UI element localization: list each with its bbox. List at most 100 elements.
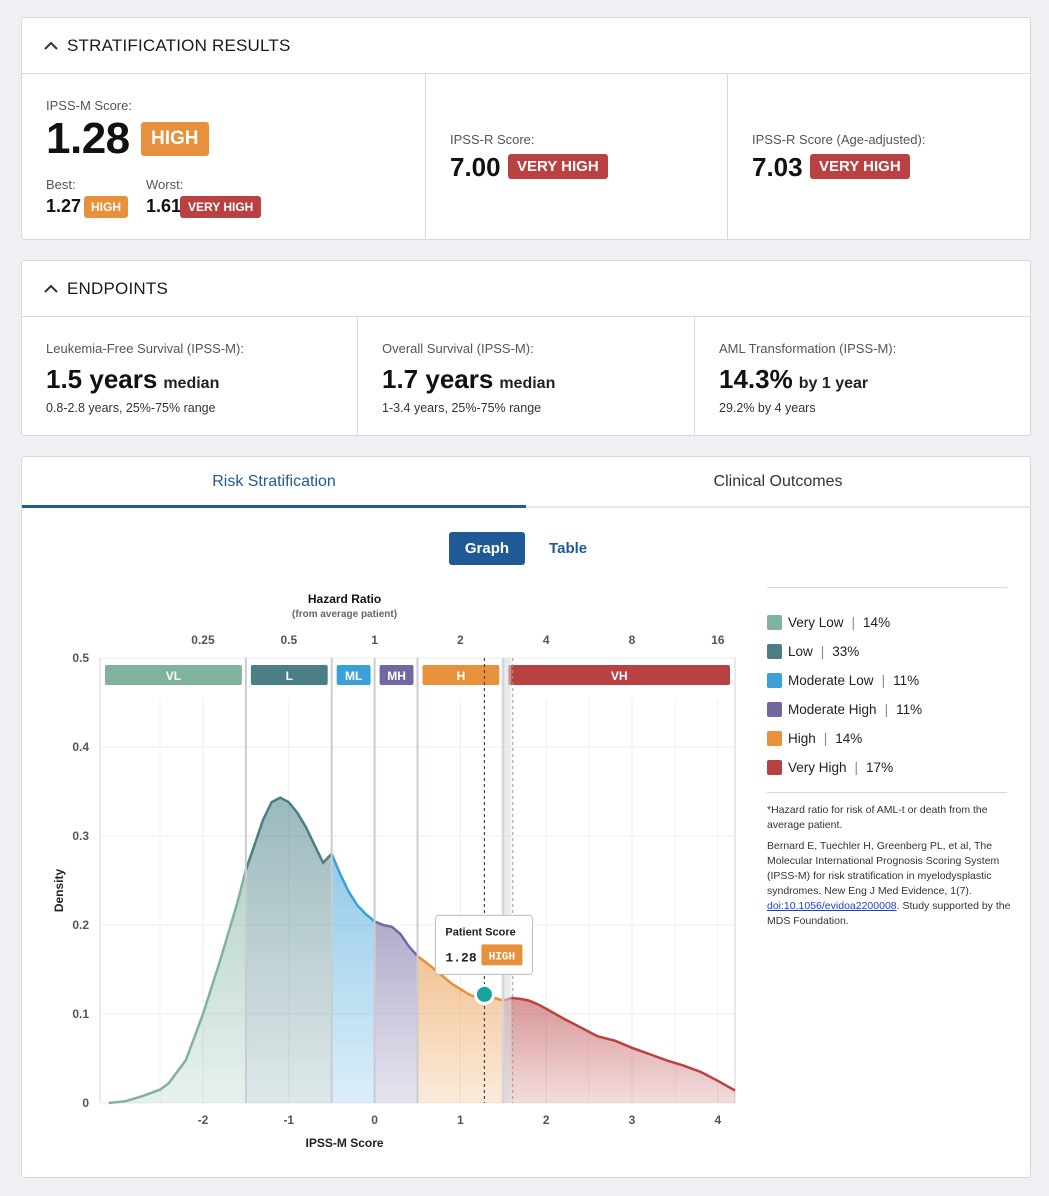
legend-item: Low | 33% <box>767 637 1007 666</box>
ipssm-panel: IPSS-M Score: 1.28 HIGH Best: 1.27 HIGH … <box>22 74 426 240</box>
legend-separator: | <box>854 760 859 775</box>
worst-label: Worst: <box>146 177 184 192</box>
table-view-button[interactable]: Table <box>549 540 588 557</box>
density-line-ml <box>330 853 376 923</box>
patient-tooltip-title: Patient Score <box>445 926 515 938</box>
legend-item: Moderate Low | 11% <box>767 666 1007 695</box>
density-line-vh <box>502 996 736 1092</box>
density-line-vl <box>108 869 248 1105</box>
legend-separator: | <box>851 615 856 630</box>
legend-swatch <box>767 760 782 775</box>
endpoint-range: 29.2% by 4 years <box>719 401 816 415</box>
legend-percent: 14% <box>863 615 891 630</box>
endpoint-lfs: Leukemia-Free Survival (IPSS-M): 1.5 yea… <box>22 317 358 436</box>
hazard-tick-label: 8 <box>629 633 636 647</box>
worst-category-badge: VERY HIGH <box>180 196 262 218</box>
hazard-tick-label: 16 <box>711 633 725 647</box>
chart-subtitle: (from average patient) <box>292 609 397 620</box>
category-bar-mh <box>379 665 414 685</box>
x-tick-label: -2 <box>198 1113 209 1127</box>
legend-label: High <box>788 731 816 746</box>
endpoint-range: 1-3.4 years, 25%-75% range <box>382 401 542 415</box>
chevron-up-icon <box>42 37 60 55</box>
tab-clinical-outcomes[interactable]: Clinical Outcomes <box>713 472 843 490</box>
patient-tooltip-badge-label: HIGH <box>489 951 515 963</box>
doi-link[interactable]: doi:10.1056/evidoa2200008 <box>767 900 897 912</box>
graph-view-button[interactable]: Graph <box>448 532 526 565</box>
legend-label: Very High <box>788 760 847 775</box>
density-area-ml <box>331 853 375 1103</box>
endpoint-label: AML Transformation (IPSS-M): <box>719 341 897 356</box>
category-bar-label: VL <box>166 669 181 683</box>
ipssm-score: 1.28 <box>46 114 130 163</box>
support-note: . Study supported by the MDS Foundation. <box>767 900 1011 927</box>
citation-text: Bernard E, Tuechler H, Greenberg PL, et … <box>767 840 1000 897</box>
chevron-up-icon <box>42 280 60 298</box>
endpoints-header[interactable]: ENDPOINTS <box>22 261 1030 317</box>
category-bar-h <box>422 665 500 685</box>
x-tick-label: 4 <box>714 1113 721 1127</box>
category-bar-label: H <box>457 669 466 683</box>
legend-swatch <box>767 731 782 746</box>
hazard-note: *Hazard ratio for risk of AML-t or death… <box>767 804 988 831</box>
y-tick-label: 0.5 <box>72 651 89 665</box>
x-axis-label: IPSS-M Score <box>306 1136 384 1150</box>
endpoint-label: Leukemia-Free Survival (IPSS-M): <box>46 341 244 356</box>
endpoint-value: 14.3% <box>719 364 793 394</box>
ipssr-age-panel: IPSS-R Score (Age-adjusted): 7.03 VERY H… <box>728 74 1030 240</box>
endpoint-os: Overall Survival (IPSS-M): 1.7 years medi… <box>358 317 695 436</box>
hazard-tick-label: 4 <box>543 633 550 647</box>
legend-item: Moderate High | 11% <box>767 695 1007 724</box>
legend-percent: 14% <box>835 731 863 746</box>
x-tick-label: 1 <box>457 1113 464 1127</box>
endpoint-unit: median <box>163 375 220 392</box>
chart-title: Hazard Ratio <box>308 592 381 606</box>
hazard-tick-label: 2 <box>457 633 464 647</box>
tab-risk-stratification[interactable]: Risk Stratification <box>22 457 526 508</box>
y-tick-label: 0.4 <box>72 740 89 754</box>
endpoint-value: 1.5 years <box>46 364 158 394</box>
legend-percent: 11% <box>893 673 920 688</box>
y-tick-label: 0.1 <box>72 1007 89 1021</box>
risk-legend: Very Low | 14% Low | 33% Moderate Low | 11% Moder… <box>767 587 1007 793</box>
category-bar-vh <box>508 665 730 685</box>
density-area-vl <box>108 869 246 1103</box>
ipssr-age-category-badge: VERY HIGH <box>810 154 910 179</box>
legend-separator: | <box>884 702 889 717</box>
category-bar-l <box>250 665 328 685</box>
stratification-header[interactable]: STRATIFICATION RESULTS <box>22 18 1030 74</box>
endpoint-range: 0.8-2.8 years, 25%-75% range <box>46 401 216 415</box>
best-category-badge: HIGH <box>84 196 128 218</box>
x-tick-label: 2 <box>543 1113 550 1127</box>
category-bar-label: ML <box>345 669 362 683</box>
ipssr-panel: IPSS-R Score: 7.00 VERY HIGH <box>426 74 728 240</box>
y-axis-label: Density <box>52 869 66 913</box>
legend-separator: | <box>881 673 886 688</box>
density-area-l <box>245 797 332 1103</box>
density-area-h <box>417 956 504 1103</box>
tab-bar: Risk Stratification Clinical Outcomes <box>22 457 1030 508</box>
legend-percent: 11% <box>896 702 923 717</box>
worst-score: 1.61 <box>146 196 182 216</box>
endpoints-title: ENDPOINTS <box>67 278 168 298</box>
ipssm-label: IPSS-M Score: <box>46 98 132 113</box>
density-chart: VL L ML MH H VH Patient Score 1.28 HIGH 0 0.1 0.2 0.… <box>52 592 736 1150</box>
best-score: 1.27 <box>46 196 82 216</box>
endpoint-unit: median <box>499 375 556 392</box>
patient-score-dot <box>473 983 495 1005</box>
legend-label: Moderate Low <box>788 673 874 688</box>
category-bar-vl <box>105 665 242 685</box>
x-tick-label: 0 <box>371 1113 378 1127</box>
legend-label: Moderate High <box>788 702 877 717</box>
endpoint-label: Overall Survival (IPSS-M): <box>382 341 534 356</box>
patient-tooltip-score: 1.28 <box>445 950 476 965</box>
category-bar-label: L <box>286 669 293 683</box>
legend-separator: | <box>820 644 825 659</box>
hazard-tick-label: 1 <box>371 633 378 647</box>
legend-percent: 17% <box>866 760 894 775</box>
view-toggle: Graph Table <box>22 532 1030 565</box>
stratification-title: STRATIFICATION RESULTS <box>67 35 291 55</box>
category-bar-ml <box>336 665 371 685</box>
best-label: Best: <box>46 177 76 192</box>
ipssr-score: 7.00 <box>450 152 501 182</box>
